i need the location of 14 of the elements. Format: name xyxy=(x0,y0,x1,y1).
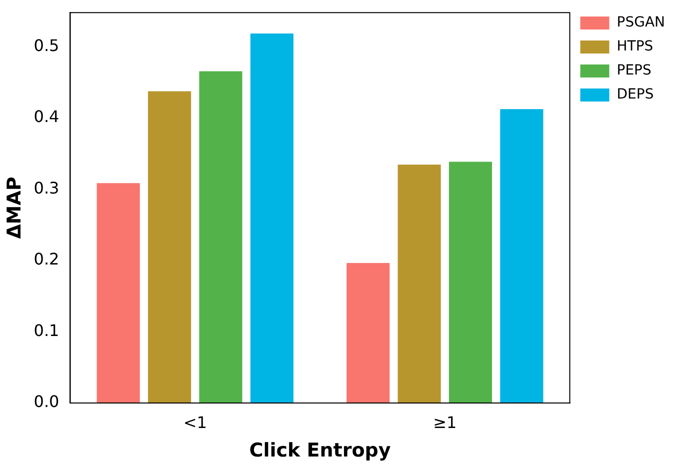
legend-label: DEPS xyxy=(616,86,654,103)
legend-label: HTPS xyxy=(616,38,654,55)
x-tick-label: ≥1 xyxy=(433,412,457,432)
legend-label: PSGAN xyxy=(616,14,666,31)
y-tick-label: 0.5 xyxy=(34,36,60,55)
y-tick-label: 0.2 xyxy=(34,250,60,269)
x-axis-title: Click Entropy xyxy=(249,440,392,462)
y-tick-label: 0.1 xyxy=(34,320,60,340)
y-tick-label: 0.3 xyxy=(34,178,60,198)
y-axis-title: ΔMAP xyxy=(3,176,26,239)
y-tick-label: 0.4 xyxy=(34,107,60,126)
x-tick-label: <1 xyxy=(183,412,207,432)
y-tick-label: 0.0 xyxy=(34,392,60,412)
legend-label: PEPS xyxy=(616,62,652,79)
